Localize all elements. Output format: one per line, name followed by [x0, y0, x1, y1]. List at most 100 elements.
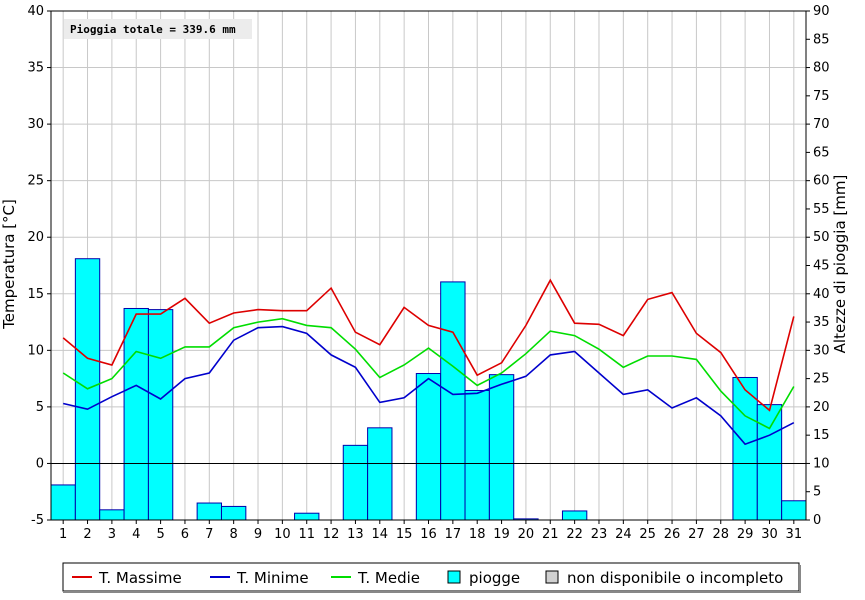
- y2-tick-label: 65: [813, 145, 830, 160]
- series-line-t-minime: [63, 325, 795, 446]
- rain-bar: [415, 373, 442, 521]
- y-tick-label: 35: [27, 61, 44, 76]
- legend-label: T. Minime: [236, 569, 309, 587]
- y2-tick-label: 85: [813, 32, 830, 47]
- x-tick-label: 17: [445, 527, 462, 542]
- y2-tick-label: 45: [813, 259, 830, 274]
- y-tick-label: 0: [36, 456, 44, 471]
- rain-bar: [196, 502, 222, 521]
- y2-tick-label: 15: [813, 428, 830, 443]
- annotation-text: Pioggia totale = 339.6 mm: [70, 23, 236, 36]
- legend-label: non disponibile o incompleto: [567, 569, 783, 587]
- legend-label: T. Massime: [98, 569, 182, 587]
- x-tick-label: 8: [230, 527, 238, 542]
- legend-items: T. Massime T. Minime T. Medie piogge non dis…: [72, 569, 783, 587]
- x-tick-label: 7: [205, 527, 213, 542]
- y-tick-label: 20: [27, 230, 44, 245]
- y2-tick-label: 55: [813, 202, 830, 217]
- y2-tick-label: 20: [813, 400, 830, 415]
- rain-bar: [488, 374, 515, 521]
- rain-bar: [464, 389, 490, 521]
- legend-swatch-box: [447, 570, 461, 584]
- legend-shadow-bottom: [63, 591, 801, 593]
- y2-tick-label: 60: [813, 174, 830, 189]
- y-tick-label: 10: [27, 343, 44, 358]
- legend-label: piogge: [469, 569, 520, 587]
- temperature-lines: [62, 278, 795, 446]
- y-tick-label: 40: [27, 4, 44, 19]
- y2-tick-label: 75: [813, 89, 830, 104]
- x-tick-label: 29: [737, 527, 754, 542]
- y2-tick-label: 90: [813, 4, 830, 19]
- x-tick-label: 13: [347, 527, 364, 542]
- rain-bar: [781, 500, 807, 521]
- rain-bar: [147, 309, 174, 521]
- legend-swatch-box: [545, 570, 559, 584]
- series-line-t-medie: [62, 317, 795, 430]
- x-tick-label: 1: [59, 527, 67, 542]
- rain-bar: [367, 427, 393, 521]
- axis-ticks: -505101520253035400510152025303540455055…: [27, 4, 829, 542]
- y2-tick-label: 5: [813, 485, 821, 500]
- y2-tick-label: 25: [813, 372, 830, 387]
- x-tick-label: 2: [83, 527, 91, 542]
- x-tick-label: 25: [639, 527, 656, 542]
- x-tick-label: 26: [664, 527, 681, 542]
- y2-tick-label: 50: [813, 230, 830, 245]
- x-tick-label: 24: [615, 527, 632, 542]
- y2-tick-label: 0: [813, 513, 821, 528]
- legend: T. Massime T. Minime T. Medie piogge non dis…: [62, 562, 801, 593]
- x-tick-label: 30: [761, 527, 778, 542]
- x-tick-label: 21: [542, 527, 559, 542]
- rain-bar: [561, 510, 588, 521]
- x-tick-label: 23: [591, 527, 608, 542]
- legend-shadow-right: [799, 565, 801, 593]
- x-tick-label: 14: [372, 527, 389, 542]
- rain-bar: [756, 404, 783, 521]
- x-tick-label: 10: [274, 527, 291, 542]
- x-tick-label: 9: [254, 527, 262, 542]
- series-line-t-massime: [62, 278, 795, 412]
- x-tick-label: 16: [420, 527, 437, 542]
- y-axis-title: Temperatura [°C]: [0, 199, 18, 330]
- y-tick-label: 25: [27, 174, 44, 189]
- legend-box: [62, 562, 800, 592]
- x-tick-label: 18: [469, 527, 486, 542]
- rain-bar: [220, 505, 247, 521]
- y2-tick-label: 35: [813, 315, 830, 330]
- rain-bar: [440, 281, 466, 521]
- total-rain-annotation: Pioggia totale = 339.6 mm: [64, 19, 252, 39]
- x-tick-label: 4: [132, 527, 140, 542]
- y2-tick-label: 10: [813, 456, 830, 471]
- x-tick-label: 11: [298, 527, 315, 542]
- x-tick-label: 27: [688, 527, 705, 542]
- rain-bar: [50, 484, 76, 521]
- y2-tick-label: 80: [813, 61, 830, 76]
- x-tick-label: 5: [156, 527, 164, 542]
- rain-bar: [99, 509, 125, 521]
- y-tick-label: 5: [36, 400, 44, 415]
- y2-tick-label: 30: [813, 343, 830, 358]
- rain-bar: [294, 512, 320, 521]
- y2-axis-title: Altezze di pioggia [mm]: [831, 175, 849, 354]
- y-tick-label: -5: [31, 513, 44, 528]
- y-tick-label: 30: [27, 117, 44, 132]
- y2-tick-label: 40: [813, 287, 830, 302]
- y-tick-label: 15: [27, 287, 44, 302]
- y2-tick-label: 70: [813, 117, 830, 132]
- annotation-background: [64, 19, 252, 39]
- legend-label: T. Medie: [357, 569, 420, 587]
- rain-bar: [732, 376, 758, 521]
- x-tick-label: 19: [493, 527, 510, 542]
- x-tick-label: 20: [518, 527, 535, 542]
- x-tick-label: 22: [566, 527, 583, 542]
- rain-bar: [123, 307, 149, 521]
- x-tick-label: 15: [396, 527, 413, 542]
- x-tick-label: 6: [181, 527, 189, 542]
- x-tick-label: 12: [323, 527, 340, 542]
- rain-bar: [342, 444, 369, 521]
- x-tick-label: 3: [108, 527, 116, 542]
- x-tick-label: 31: [786, 527, 803, 542]
- x-tick-label: 28: [712, 527, 729, 542]
